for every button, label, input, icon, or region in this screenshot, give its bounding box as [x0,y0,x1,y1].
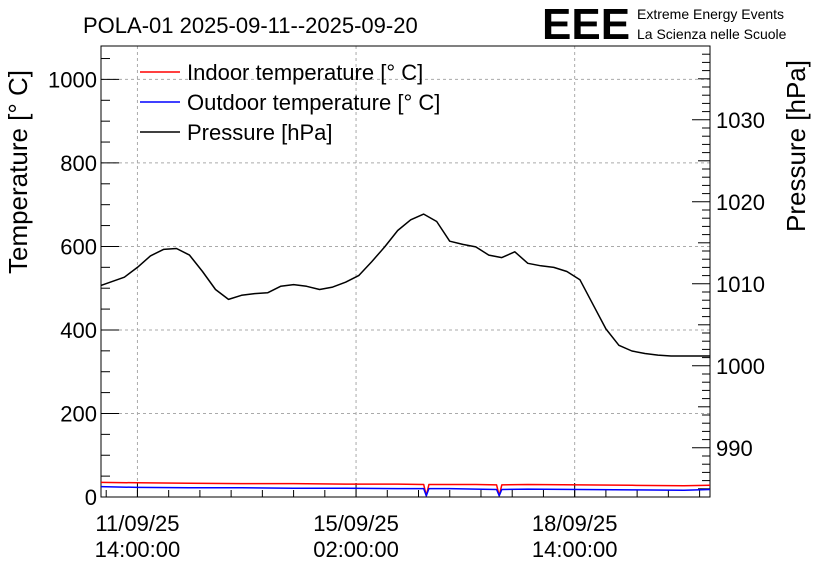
left-tick-label: 1000 [48,67,97,92]
x-tick-label-time: 02:00:00 [313,537,399,562]
x-tick-label-time: 14:00:00 [95,537,181,562]
right-tick-label: 1020 [716,190,765,215]
series-group [100,213,711,497]
series-line-outdoor-temperature-c [100,485,711,497]
eee-logo-line1: Extreme Energy Events [637,6,784,22]
series-line-indoor-temperature-c [100,481,711,497]
right-tick-label: 990 [716,436,753,461]
chart-title: POLA-01 2025-09-11--2025-09-20 [83,13,418,38]
x-tick-label-date: 18/09/25 [532,511,618,536]
plot-frame [100,45,711,498]
legend-entry: Indoor temperature [° C] [187,60,423,85]
eee-logo-mark: EEE [542,0,630,49]
x-tick-label-date: 11/09/25 [95,511,179,536]
eee-logo: EEE Extreme Energy Events La Scienza nel… [542,0,787,49]
right-tick-label: 1030 [716,108,765,133]
x-tick-label-time: 14:00:00 [532,537,618,562]
legend-entry: Pressure [hPa] [187,120,333,145]
legend: Indoor temperature [° C] Outdoor temperat… [140,60,440,145]
left-tick-label: 800 [60,151,97,176]
left-tick-label: 0 [85,485,97,510]
left-tick-label: 200 [60,401,97,426]
right-tick-label: 1010 [716,272,765,297]
y-axis-label-left: Temperature [° C] [3,70,33,274]
eee-logo-line2: La Scienza nelle Scuole [637,26,787,42]
y-axis-label-right: Pressure [hPa] [781,60,811,232]
left-tick-label: 400 [60,318,97,343]
x-tick-label-date: 15/09/25 [313,511,399,536]
axis-tick-labels: 0 200 400 600 800 1000 990 1000 1010 1020 1030 11/0… [48,67,765,562]
series-line-pressure-hpa [100,213,710,357]
left-tick-label: 600 [60,234,97,259]
legend-entry: Outdoor temperature [° C] [187,90,440,115]
right-tick-label: 1000 [716,354,765,379]
axis-ticks [101,45,710,498]
